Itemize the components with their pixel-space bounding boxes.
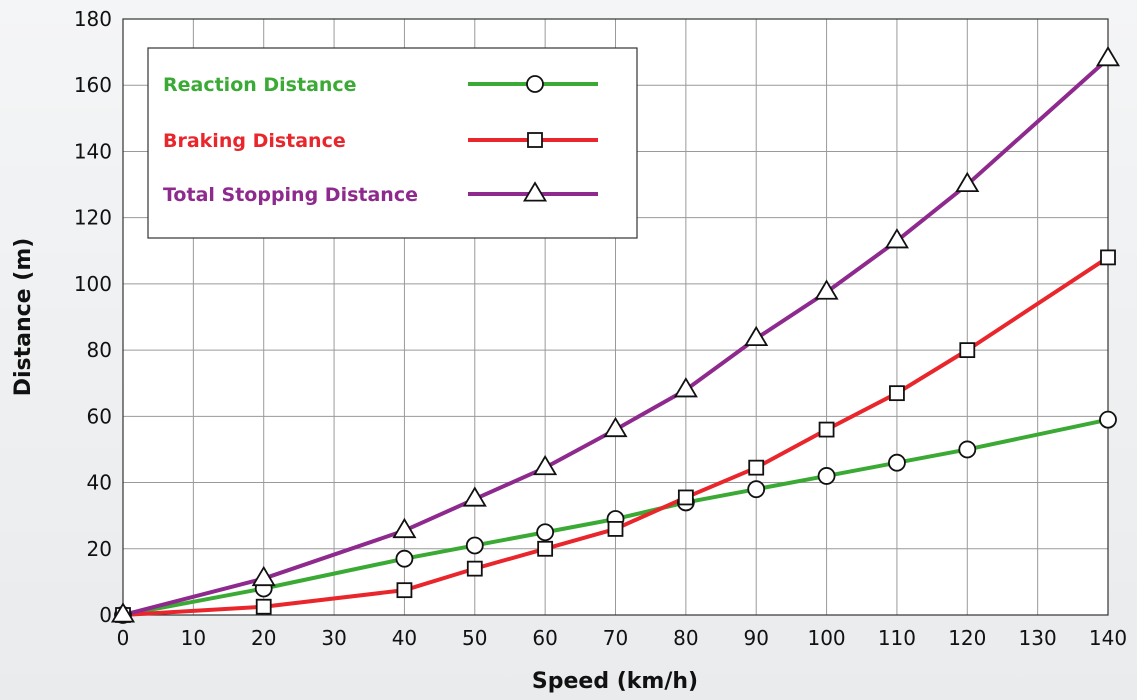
y-tick-label-100: 100 xyxy=(74,272,112,296)
x-tick-label-120: 120 xyxy=(948,626,986,650)
data-point-total-stopping-distance-140 xyxy=(1095,45,1121,67)
series-layer xyxy=(110,45,1121,624)
data-point-reaction-distance-40 xyxy=(395,549,414,568)
y-tick-labels: 0 20 40 60 80 100 120 140 160 180 xyxy=(74,7,112,627)
x-axis-title: Speed (km/h) xyxy=(532,669,698,694)
x-tick-label-110: 110 xyxy=(878,626,916,650)
data-point-braking-distance-140 xyxy=(1100,249,1116,266)
data-point-braking-distance-20 xyxy=(255,598,272,615)
series-line-total-stopping-distance xyxy=(122,57,1110,617)
data-point-total-stopping-distance-40 xyxy=(392,517,417,539)
x-tick-label-90: 90 xyxy=(743,626,768,650)
data-point-total-stopping-distance-100 xyxy=(814,279,839,300)
y-tick-label-80: 80 xyxy=(87,338,112,362)
y-tick-label-140: 140 xyxy=(74,139,112,163)
series-total-stopping-distance xyxy=(122,57,1110,617)
data-point-braking-distance-100 xyxy=(818,421,835,438)
legend-marker-reaction-distance xyxy=(526,75,544,93)
data-point-reaction-distance-140 xyxy=(1099,410,1117,429)
data-point-total-stopping-distance-90 xyxy=(744,325,769,347)
plot-border xyxy=(122,18,1109,616)
x-tick-label-40: 40 xyxy=(392,626,417,650)
legend-label-braking-distance: Braking Distance xyxy=(163,130,346,152)
data-point-total-stopping-distance-60 xyxy=(533,454,558,476)
legend-marker-total-stopping-distance xyxy=(522,181,548,202)
legend-box xyxy=(147,47,638,239)
data-point-total-stopping-distance-20 xyxy=(251,565,276,587)
x-tick-label-60: 60 xyxy=(532,626,557,650)
y-tick-label-120: 120 xyxy=(74,206,112,230)
series-reaction-distance xyxy=(122,417,1109,617)
data-point-braking-distance-40 xyxy=(396,582,413,599)
data-point-total-stopping-distance-120 xyxy=(955,171,980,193)
y-tick-label-20: 20 xyxy=(87,537,112,561)
legend-label-reaction-distance: Reaction Distance xyxy=(163,74,357,96)
data-point-total-stopping-distance-110 xyxy=(884,228,909,249)
x-tick-label-140: 140 xyxy=(1089,626,1127,650)
data-point-braking-distance-120 xyxy=(959,342,976,359)
x-tick-label-70: 70 xyxy=(603,626,628,650)
y-tick-label-60: 60 xyxy=(87,404,112,428)
data-point-braking-distance-50 xyxy=(466,560,483,577)
data-point-reaction-distance-120 xyxy=(958,440,977,459)
series-line-reaction-distance xyxy=(122,417,1109,617)
legend: Reaction Distance Braking Distance Total S… xyxy=(147,47,638,239)
x-tick-label-10: 10 xyxy=(181,626,206,650)
series-braking-distance xyxy=(122,255,1110,617)
data-point-braking-distance-70 xyxy=(607,521,624,537)
x-tick-label-20: 20 xyxy=(251,626,276,650)
data-point-reaction-distance-100 xyxy=(817,467,836,485)
data-point-reaction-distance-90 xyxy=(747,480,766,499)
x-tick-label-0: 0 xyxy=(117,626,130,650)
data-point-braking-distance-90 xyxy=(748,459,765,476)
series-markers-total-stopping-distance xyxy=(110,45,1121,623)
y-tick-label-0: 0 xyxy=(99,603,112,627)
y-axis-title: Distance (m) xyxy=(11,238,36,397)
x-tick-label-80: 80 xyxy=(673,626,698,650)
data-point-reaction-distance-50 xyxy=(465,536,484,555)
x-tick-label-100: 100 xyxy=(807,626,845,650)
data-point-braking-distance-60 xyxy=(537,540,554,557)
series-line-braking-distance xyxy=(122,255,1110,617)
data-point-total-stopping-distance-70 xyxy=(603,416,628,438)
data-point-braking-distance-110 xyxy=(889,385,905,402)
data-point-total-stopping-distance-80 xyxy=(673,377,698,398)
legend-label-total-stopping-distance: Total Stopping Distance xyxy=(163,184,418,206)
x-tick-label-30: 30 xyxy=(321,626,346,650)
x-tick-label-130: 130 xyxy=(1019,626,1057,650)
y-tick-label-180: 180 xyxy=(74,7,112,31)
y-tick-label-160: 160 xyxy=(74,73,112,97)
data-point-total-stopping-distance-50 xyxy=(462,486,487,507)
data-point-total-stopping-distance-0 xyxy=(110,602,136,623)
data-point-braking-distance-80 xyxy=(677,489,694,506)
y-tick-label-40: 40 xyxy=(87,471,112,495)
legend-marker-braking-distance xyxy=(527,132,543,148)
x-tick-label-50: 50 xyxy=(462,626,487,650)
data-point-reaction-distance-110 xyxy=(888,453,906,472)
data-point-reaction-distance-60 xyxy=(536,523,555,542)
x-tick-labels: 0 10 20 30 40 50 60 70 80 90 100 110 120 130 140 xyxy=(117,626,1127,650)
